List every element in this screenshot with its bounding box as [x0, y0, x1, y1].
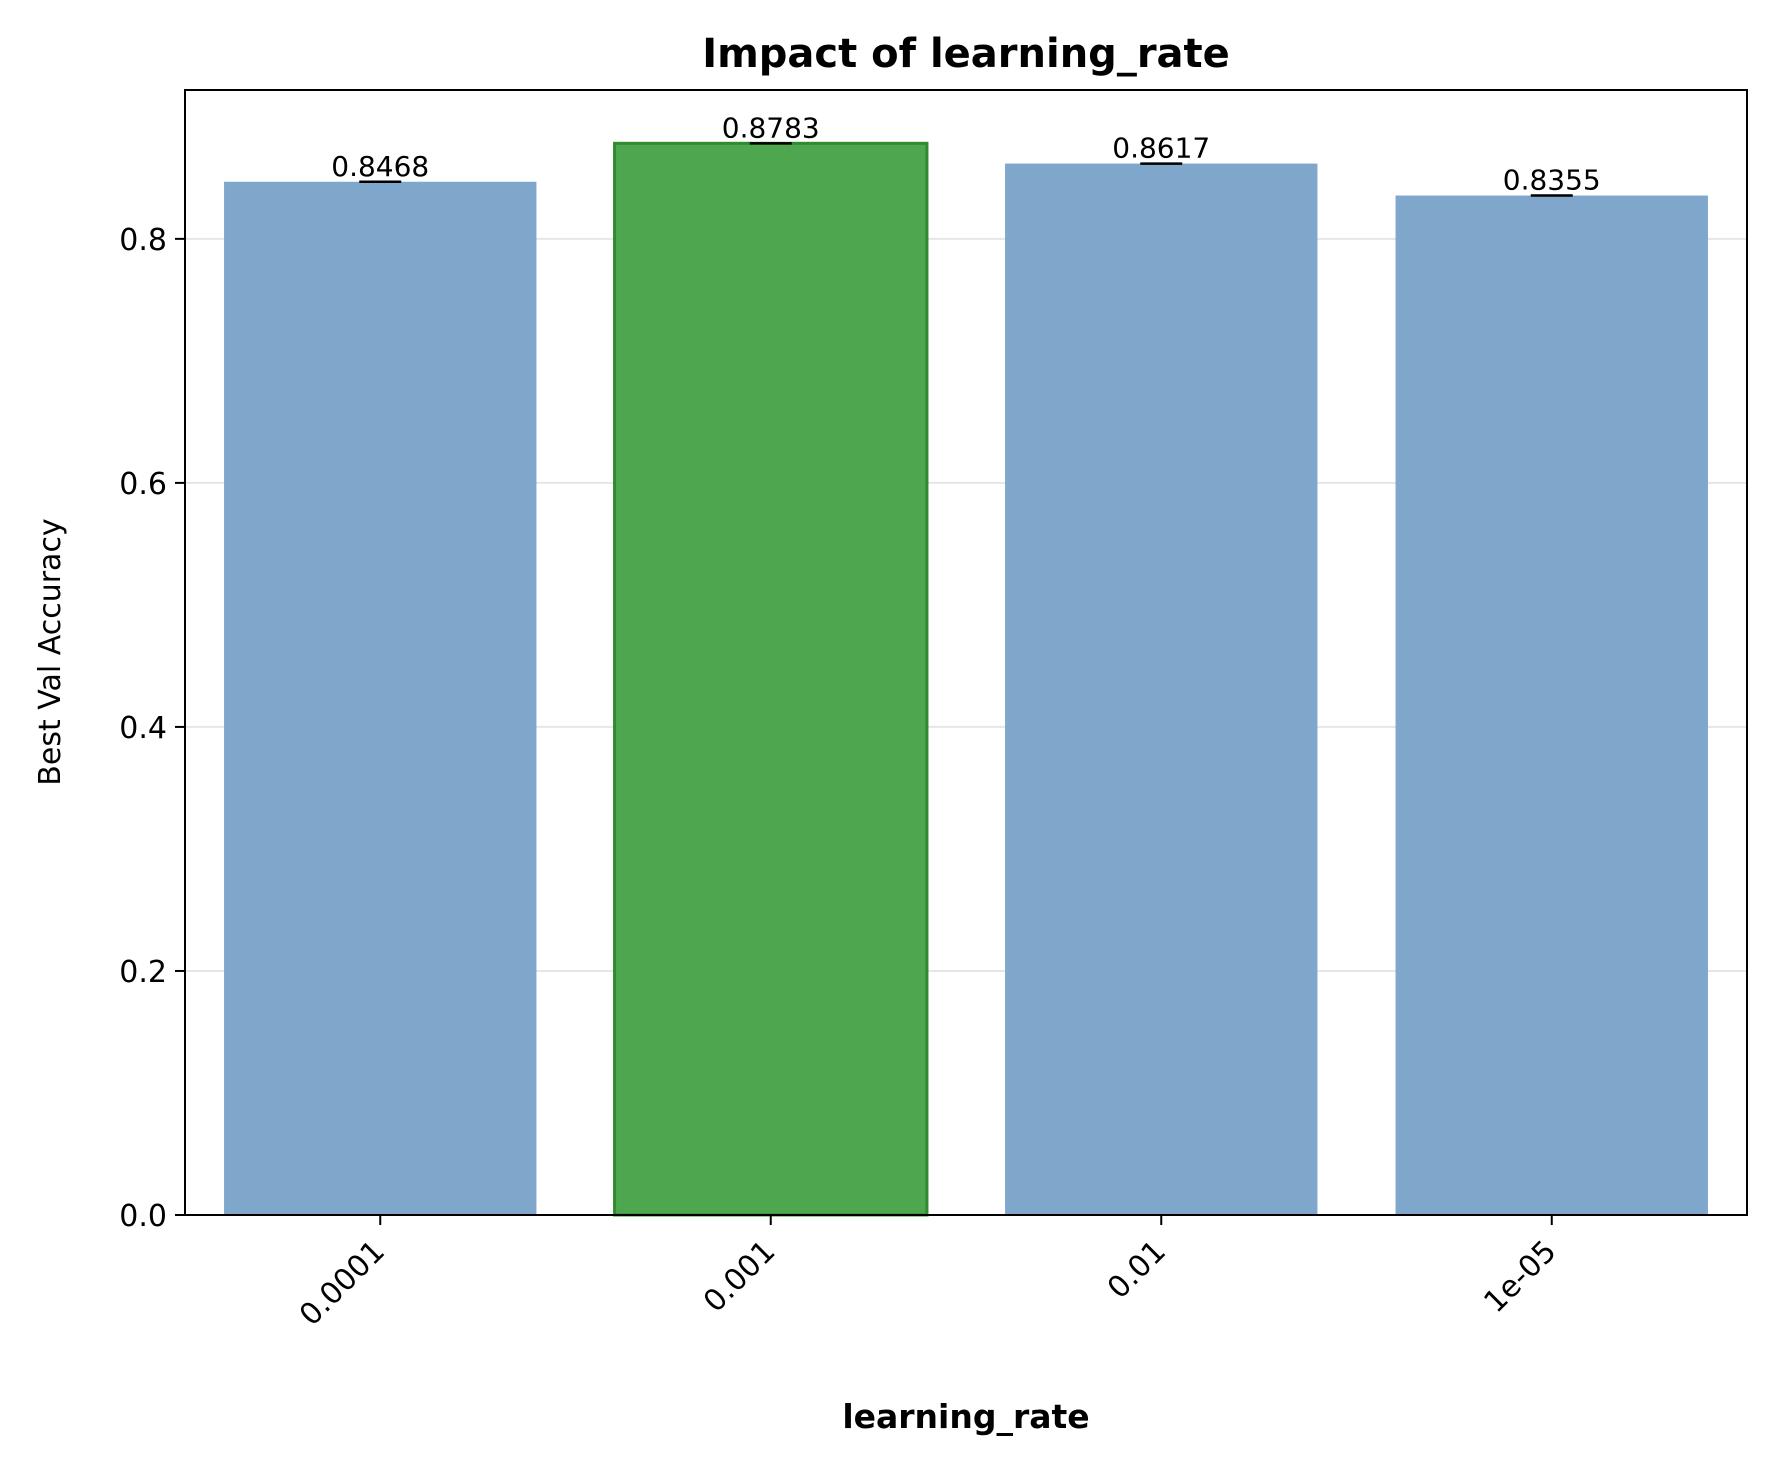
- bar-value-label: 0.8617: [1112, 132, 1210, 165]
- bar-1e-05: [1395, 195, 1708, 1215]
- y-tick-label: 0.4: [119, 711, 167, 746]
- value-labels: 0.8468 0.8783 0.8617 0.8355: [331, 111, 1600, 196]
- bars: [224, 141, 1708, 1217]
- y-tick-label: 0.8: [119, 223, 167, 258]
- plot-frame: [184, 89, 1748, 1216]
- y-tick-label: 0.0: [119, 1199, 167, 1234]
- x-tick-label: 0.01: [1101, 1234, 1173, 1306]
- bar-0.0001: [224, 181, 537, 1215]
- bar-0.01: [1005, 163, 1318, 1216]
- error-bars: [359, 142, 1573, 197]
- bar-value-label: 0.8468: [331, 150, 429, 183]
- x-tick-label: 0.001: [697, 1234, 782, 1319]
- bar-0.001: [613, 141, 929, 1217]
- y-axis: 0.0 0.2 0.4 0.6 0.8: [119, 223, 185, 1234]
- x-axis: 0.0001 0.001 0.01 1e-05: [293, 1215, 1563, 1333]
- x-tick-label: 0.0001: [293, 1234, 392, 1333]
- x-tick-label: 1e-05: [1477, 1234, 1563, 1320]
- y-tick-label: 0.2: [119, 955, 167, 990]
- y-axis-label: Best Val Accuracy: [33, 518, 68, 785]
- chart-title: Impact of learning_rate: [702, 31, 1230, 77]
- y-tick-label: 0.6: [119, 467, 167, 502]
- x-axis-label: learning_rate: [842, 1397, 1089, 1436]
- bar-value-label: 0.8783: [722, 111, 820, 144]
- bar-value-label: 0.8355: [1503, 164, 1601, 197]
